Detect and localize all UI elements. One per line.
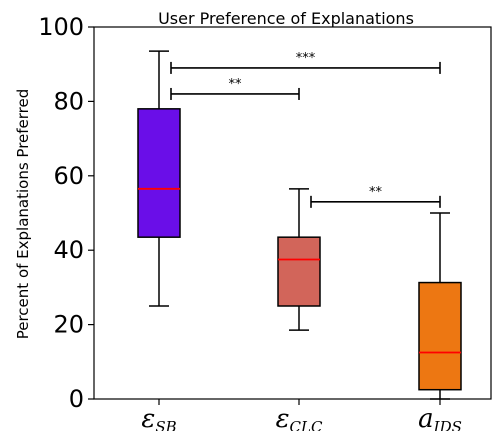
box-iqr [418, 281, 462, 391]
y-axis-label: Percent of Explanations Preferred [14, 89, 32, 340]
x-tick-label: εSB [141, 404, 176, 431]
y-tick-label: 20 [53, 311, 84, 339]
chart-title: User Preference of Explanations [158, 9, 414, 28]
box-iqr [137, 108, 181, 238]
significance-label: *** [296, 51, 316, 66]
y-tick-label: 0 [69, 385, 84, 413]
plot-frame [93, 26, 492, 400]
y-tick-label: 100 [38, 13, 84, 41]
box-iqr [277, 236, 321, 307]
y-tick-label: 60 [53, 162, 84, 190]
y-tick-label: 80 [53, 87, 84, 115]
x-tick-label: εCLC [276, 404, 323, 431]
significance-label: ** [369, 185, 383, 200]
y-tick-label: 40 [53, 236, 84, 264]
significance-label: ** [229, 77, 243, 92]
x-tick-label: aIDS [418, 404, 462, 431]
